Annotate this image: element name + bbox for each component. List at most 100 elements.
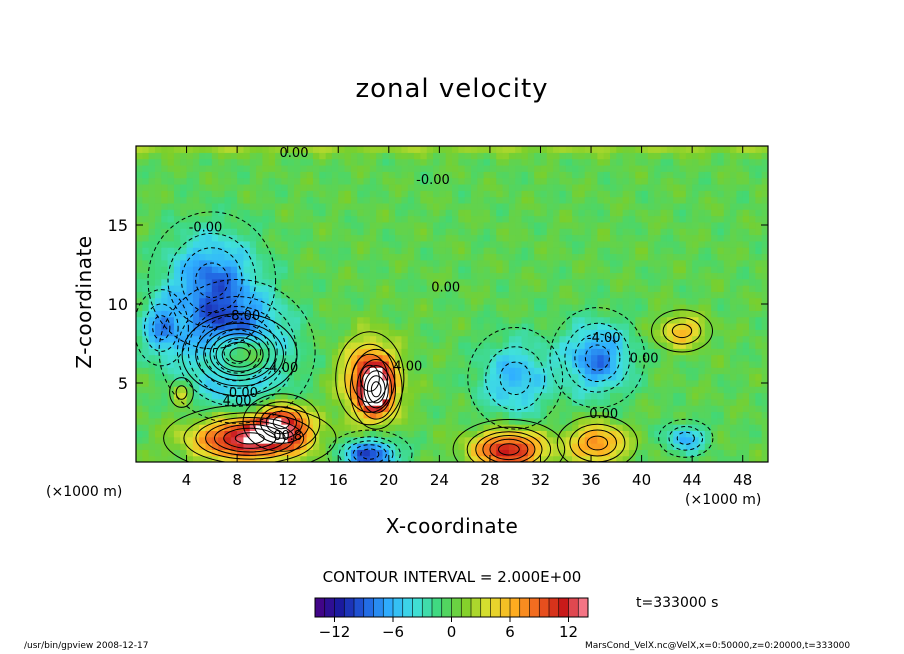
field-cell: [199, 202, 207, 210]
field-cell: [559, 152, 567, 160]
field-cell: [628, 398, 636, 406]
field-cell: [287, 146, 295, 153]
field-cell: [256, 405, 263, 413]
field-cell: [464, 316, 472, 324]
field-cell: [338, 373, 346, 381]
field-cell: [192, 310, 200, 318]
field-cell: [628, 341, 636, 349]
field-cell: [395, 310, 403, 318]
field-cell: [325, 190, 333, 198]
field-cell: [426, 278, 434, 286]
field-cell: [540, 221, 548, 229]
field-cell: [275, 259, 282, 267]
field-cell: [654, 316, 662, 324]
field-cell: [414, 209, 421, 217]
field-cell: [445, 348, 453, 356]
field-cell: [243, 304, 251, 311]
field-cell: [275, 405, 282, 413]
field-cell: [749, 367, 756, 375]
field-cell: [294, 430, 301, 438]
field-cell: [591, 430, 598, 438]
field-cell: [610, 259, 617, 267]
field-cell: [268, 310, 276, 318]
field-cell: [224, 443, 232, 450]
field-cell: [300, 177, 308, 185]
field-cell: [540, 278, 548, 286]
field-cell: [199, 177, 207, 185]
field-cell: [711, 259, 719, 267]
field-cell: [224, 398, 232, 406]
field-cell: [186, 146, 194, 153]
field-cell: [218, 436, 226, 444]
field-cell: [616, 322, 624, 330]
field-cell: [205, 158, 213, 166]
field-cell: [256, 297, 263, 305]
field-cell: [452, 373, 459, 381]
field-cell: [287, 398, 295, 406]
field-cell: [717, 152, 725, 160]
field-cell: [679, 228, 687, 236]
field-cell: [287, 259, 295, 267]
field-cell: [685, 171, 693, 179]
field-cell: [654, 266, 662, 273]
field-cell: [534, 158, 542, 166]
field-cell: [294, 443, 301, 450]
field-cell: [685, 209, 693, 217]
field-cell: [591, 455, 598, 462]
field-cell: [401, 329, 409, 337]
field-cell: [546, 354, 554, 362]
field-cell: [199, 398, 207, 406]
field-cell: [458, 360, 466, 368]
field-cell: [534, 278, 542, 286]
field-cell: [761, 297, 768, 305]
field-cell: [205, 202, 213, 210]
field-cell: [357, 291, 365, 299]
field-cell: [148, 310, 156, 318]
field-cell: [654, 367, 662, 375]
field-cell: [736, 449, 744, 457]
field-cell: [325, 209, 333, 217]
field-cell: [749, 196, 756, 204]
field-cell: [641, 215, 649, 223]
field-cell: [218, 430, 226, 438]
field-cell: [704, 455, 712, 462]
field-cell: [344, 240, 352, 248]
field-cell: [369, 272, 377, 280]
field-cell: [287, 158, 295, 166]
field-cell: [445, 386, 453, 394]
field-cell: [502, 297, 510, 305]
field-cell: [199, 341, 207, 349]
field-cell: [205, 354, 213, 362]
field-cell: [407, 417, 415, 425]
field-cell: [723, 272, 731, 280]
field-cell: [344, 146, 352, 153]
field-cell: [256, 247, 263, 255]
field-cell: [294, 405, 301, 413]
field-cell: [414, 228, 421, 236]
field-cell: [199, 171, 207, 179]
field-cell: [559, 221, 567, 229]
field-cell: [344, 310, 352, 318]
field-cell: [755, 272, 763, 280]
field-cell: [376, 259, 384, 267]
field-cell: [275, 392, 282, 400]
field-cell: [515, 360, 523, 368]
field-cell: [572, 259, 579, 267]
field-cell: [382, 228, 390, 236]
field-cell: [717, 247, 725, 255]
field-cell: [704, 304, 712, 311]
field-cell: [186, 436, 194, 444]
field-cell: [180, 398, 188, 406]
field-cell: [325, 449, 333, 457]
field-cell: [167, 177, 175, 185]
field-cell: [312, 449, 320, 457]
field-cell: [218, 164, 226, 172]
field-cell: [154, 316, 162, 324]
field-cell: [312, 221, 320, 229]
field-cell: [363, 329, 371, 337]
field-cell: [755, 177, 763, 185]
field-cell: [502, 209, 510, 217]
field-cell: [344, 285, 352, 292]
field-cell: [458, 310, 466, 318]
field-cell: [407, 291, 415, 299]
